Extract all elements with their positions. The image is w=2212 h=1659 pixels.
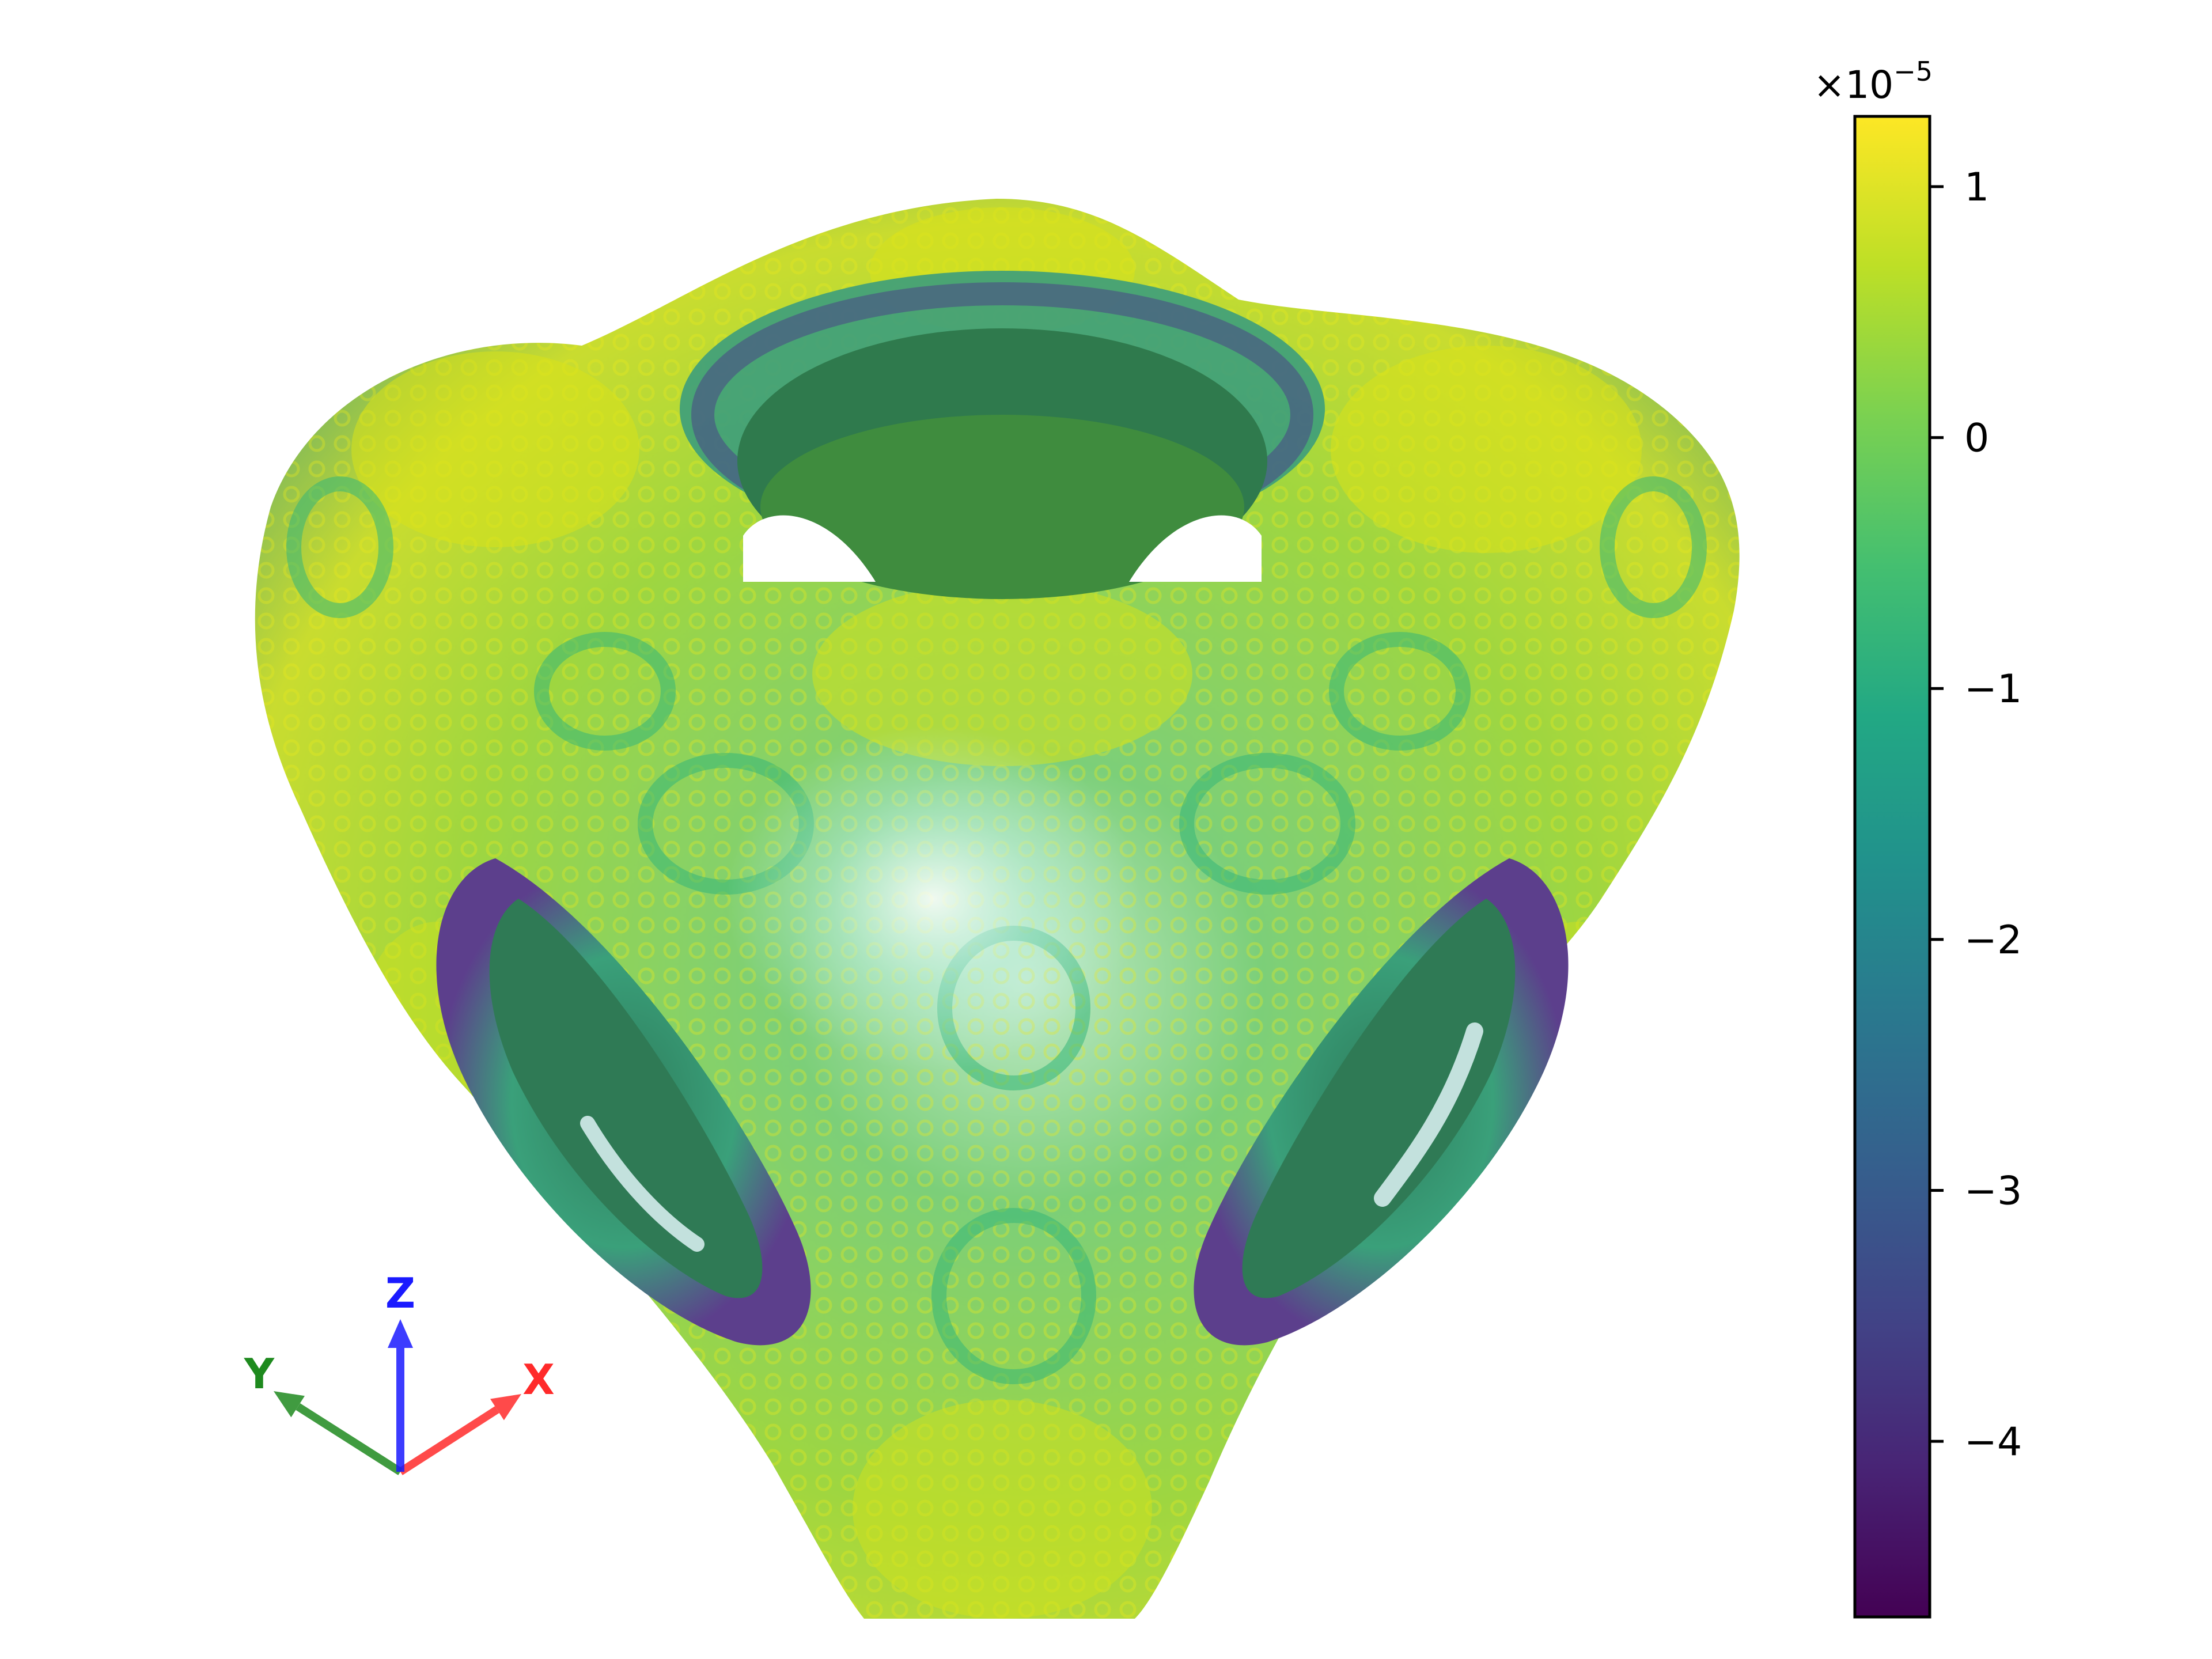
lobe-right — [1331, 346, 1642, 553]
x-axis-label: X — [522, 1355, 555, 1404]
z-axis-arrowhead — [388, 1319, 413, 1348]
isosurface — [255, 199, 1740, 1619]
tunnel-right — [1194, 858, 1569, 1346]
colorbar-tick-label: −3 — [1964, 1168, 2022, 1214]
colorbar-tick-label: −4 — [1964, 1419, 2022, 1465]
orientation-axes: X Y Z — [244, 1269, 555, 1475]
colorbar-ticks: 1 0 −1 −2 −3 −4 — [1930, 165, 2022, 1465]
colorbar-tick-label: 0 — [1964, 416, 1989, 461]
tunnel-left — [436, 858, 811, 1346]
colorbar-multiplier-exponent: −5 — [1893, 56, 1933, 87]
colorbar-gradient — [1853, 115, 1931, 1619]
lobe-left — [351, 351, 639, 547]
x-axis-line — [398, 1406, 499, 1475]
colorbar-multiplier: ×10−5 — [1813, 56, 1933, 107]
tunnel-top — [680, 271, 1325, 599]
lobe-front-top — [812, 582, 1192, 766]
y-axis-label: Y — [244, 1350, 275, 1398]
colorbar-tick-label: −1 — [1964, 666, 2022, 712]
y-axis-arrowhead — [274, 1391, 305, 1418]
colorbar-multiplier-base: ×10 — [1813, 63, 1893, 107]
colorbar-tick-label: 1 — [1964, 165, 1989, 210]
z-axis-label: Z — [385, 1269, 415, 1317]
y-axis-line — [296, 1403, 403, 1475]
lobe-bottom — [853, 1400, 1152, 1619]
colorbar-tick-label: −2 — [1964, 918, 2022, 963]
x-axis-arrowhead — [490, 1394, 521, 1421]
colorbar: 1 0 −1 −2 −3 −4 ×10−5 — [1813, 56, 2022, 1619]
